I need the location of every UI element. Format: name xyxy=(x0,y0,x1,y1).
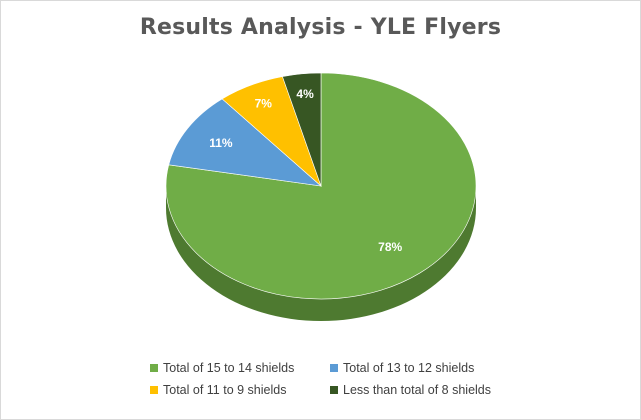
pie-slice-1[interactable] xyxy=(168,98,322,187)
legend-swatch-1 xyxy=(330,364,338,372)
legend-swatch-2 xyxy=(150,386,158,394)
pie-side-0 xyxy=(166,186,476,321)
legend-label-2: Total of 11 to 9 shields xyxy=(163,383,287,397)
data-label-0: 78% xyxy=(378,240,402,254)
data-label-3: 4% xyxy=(296,87,314,101)
legend-entry-1: Total of 13 to 12 shields xyxy=(330,361,520,375)
legend-label-1: Total of 13 to 12 shields xyxy=(343,361,475,375)
data-label-1: 11% xyxy=(209,136,233,150)
legend-entry-3: Less than total of 8 shields xyxy=(330,383,520,397)
data-label-2: 7% xyxy=(255,96,273,110)
pie-slice-0[interactable] xyxy=(165,72,477,300)
legend-label-3: Less than total of 8 shields xyxy=(343,383,492,397)
legend-label-0: Total of 15 to 14 shields xyxy=(163,361,295,375)
legend: Total of 15 to 14 shields Total of 13 to… xyxy=(150,361,550,397)
pie-slice-3[interactable] xyxy=(282,72,322,187)
pie-chart: 78% 11% 7% 4% xyxy=(165,72,477,321)
legend-swatch-3 xyxy=(330,386,338,394)
legend-entry-2: Total of 11 to 9 shields xyxy=(150,383,320,397)
legend-entry-0: Total of 15 to 14 shields xyxy=(150,361,320,375)
legend-swatch-0 xyxy=(150,364,158,372)
chart-title: Results Analysis - YLE Flyers xyxy=(139,15,502,40)
